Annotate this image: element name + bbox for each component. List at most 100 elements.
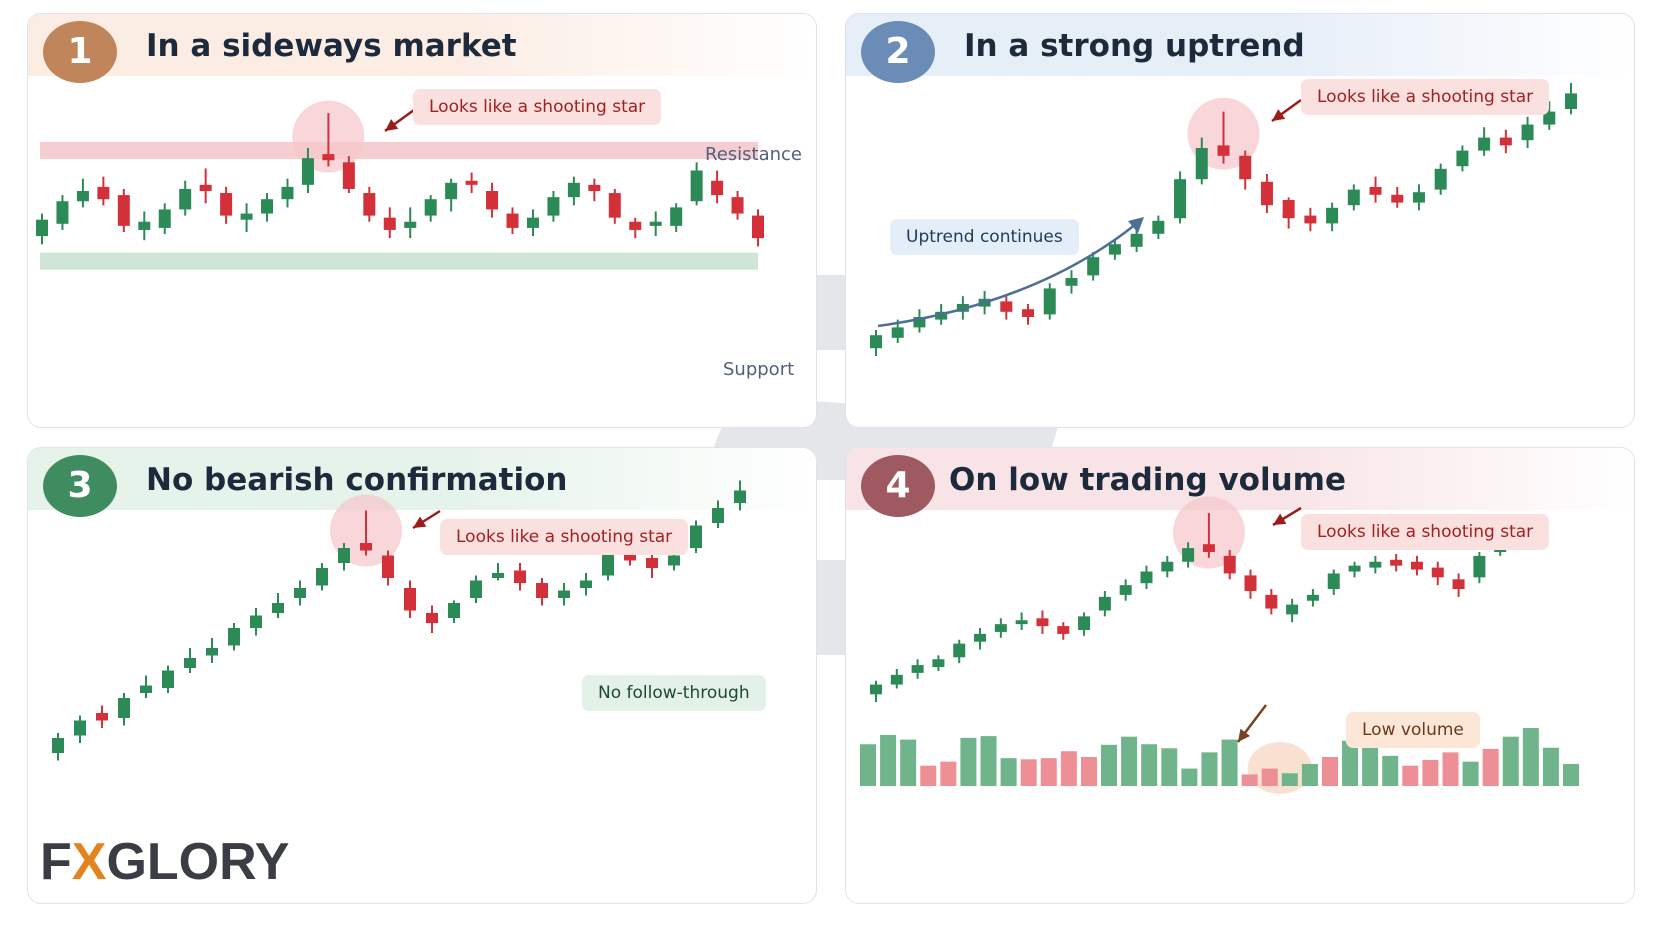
resistance-label: Resistance <box>705 144 802 165</box>
bullish-candle <box>526 217 539 228</box>
bullish-candle <box>294 588 306 598</box>
bullish-candle <box>138 221 151 230</box>
bullish-candle <box>52 738 64 753</box>
bullish-candle <box>448 603 460 618</box>
bullish-candle <box>228 628 240 646</box>
uptrend-continues-callout: Uptrend continues <box>890 219 1079 255</box>
volume-bar <box>1040 758 1057 786</box>
bearish-candle <box>360 543 372 551</box>
bearish-candle <box>1000 301 1013 312</box>
bullish-candle <box>1195 148 1208 180</box>
bearish-candle <box>1390 559 1403 566</box>
bullish-candle <box>492 573 504 578</box>
panel-strong-uptrend: 2 In a strong uptrend Looks like a shoot… <box>845 13 1635 428</box>
bullish-candle <box>602 553 614 576</box>
bullish-candle <box>1043 288 1056 315</box>
bearish-candle <box>1036 618 1049 627</box>
shooting-star-arrow-head <box>1272 109 1286 121</box>
bullish-candle <box>567 182 580 198</box>
bearish-candle <box>97 186 110 200</box>
bearish-candle <box>731 197 744 214</box>
volume-bar <box>1482 748 1499 786</box>
panel-header <box>28 14 816 76</box>
bearish-candle <box>1452 579 1465 590</box>
bullish-candle <box>1161 561 1174 572</box>
bullish-candle <box>1369 561 1382 568</box>
bullish-candle <box>580 580 592 588</box>
volume-bar <box>1422 759 1439 786</box>
bullish-candle <box>74 720 86 736</box>
bullish-candle <box>338 548 350 563</box>
bullish-candle <box>1087 257 1100 276</box>
panel-number-badge: 3 <box>43 455 117 517</box>
bearish-candle <box>711 180 724 196</box>
shooting-star-arrow-head <box>413 516 427 528</box>
volume-bar <box>1563 763 1579 786</box>
bullish-candle <box>1130 233 1143 247</box>
bearish-candle <box>1431 567 1444 578</box>
panel-low-trading-volume: 4 On low trading volume Looks like a sho… <box>845 447 1635 904</box>
volume-bar <box>1502 736 1519 786</box>
panel-header <box>846 14 1634 76</box>
bearish-candle <box>1260 181 1273 206</box>
bearish-candle <box>1239 155 1252 180</box>
bearish-candle <box>383 217 396 230</box>
bullish-candle <box>1434 168 1447 190</box>
bearish-candle <box>1282 200 1295 219</box>
uptrend-arrow-head <box>1128 217 1144 233</box>
bearish-candle <box>199 184 212 191</box>
bearish-candle <box>96 713 108 721</box>
bullish-candle <box>1326 207 1339 224</box>
logo-letter-f: F <box>40 833 72 891</box>
bullish-candle <box>670 207 683 226</box>
volume-bar <box>1522 728 1539 786</box>
bullish-candle <box>547 197 560 216</box>
bearish-candle <box>1244 575 1257 591</box>
bullish-candle <box>1286 604 1299 615</box>
bullish-candle <box>690 525 702 548</box>
bearish-candle <box>646 558 658 568</box>
panel-number-badge: 1 <box>43 21 117 83</box>
bearish-candle <box>1499 137 1512 146</box>
bearish-candle <box>514 570 526 583</box>
bullish-candle <box>891 327 904 338</box>
volume-bar <box>900 739 917 786</box>
bullish-candle <box>953 643 966 658</box>
bullish-candle <box>1565 93 1577 109</box>
bearish-candle <box>465 180 478 185</box>
bullish-candle <box>712 508 724 523</box>
bullish-candle <box>1327 573 1340 590</box>
bullish-candle <box>649 221 662 226</box>
bearish-candle <box>1410 561 1423 570</box>
panel-title: On low trading volume <box>949 462 1346 498</box>
bullish-candle <box>206 648 218 656</box>
low-volume-candlestick-chart <box>860 496 1579 794</box>
bullish-candle <box>558 590 570 598</box>
fxglory-logo: FXGLORY <box>40 832 289 892</box>
bullish-candle <box>184 658 196 668</box>
bullish-candle <box>240 213 253 220</box>
bullish-candle <box>994 624 1007 632</box>
bearish-candle <box>1304 215 1317 224</box>
volume-bar <box>1000 758 1017 786</box>
panel-sideways-market: 1 In a sideways market Looks like a shoo… <box>27 13 817 428</box>
bearish-candle <box>1022 309 1035 317</box>
bullish-candle <box>1015 620 1028 625</box>
bullish-candle <box>1119 585 1132 595</box>
bullish-candle <box>870 684 882 695</box>
bearish-candle <box>382 555 394 578</box>
shooting-star-arrow-head <box>385 119 399 131</box>
volume-bar <box>920 765 937 786</box>
bullish-candle <box>734 490 746 503</box>
volume-bar <box>980 736 997 786</box>
bearish-candle <box>1391 194 1404 203</box>
bullish-candle <box>140 685 152 693</box>
volume-bar <box>1121 736 1138 786</box>
panel-title: In a strong uptrend <box>964 28 1305 64</box>
volume-bar <box>1402 765 1419 786</box>
bullish-candle <box>1065 278 1078 286</box>
bullish-candle <box>404 221 417 228</box>
logo-letters-glory: GLORY <box>106 833 290 891</box>
panel-number-badge: 4 <box>861 455 935 517</box>
no-confirmation-candlestick-chart <box>52 480 746 761</box>
